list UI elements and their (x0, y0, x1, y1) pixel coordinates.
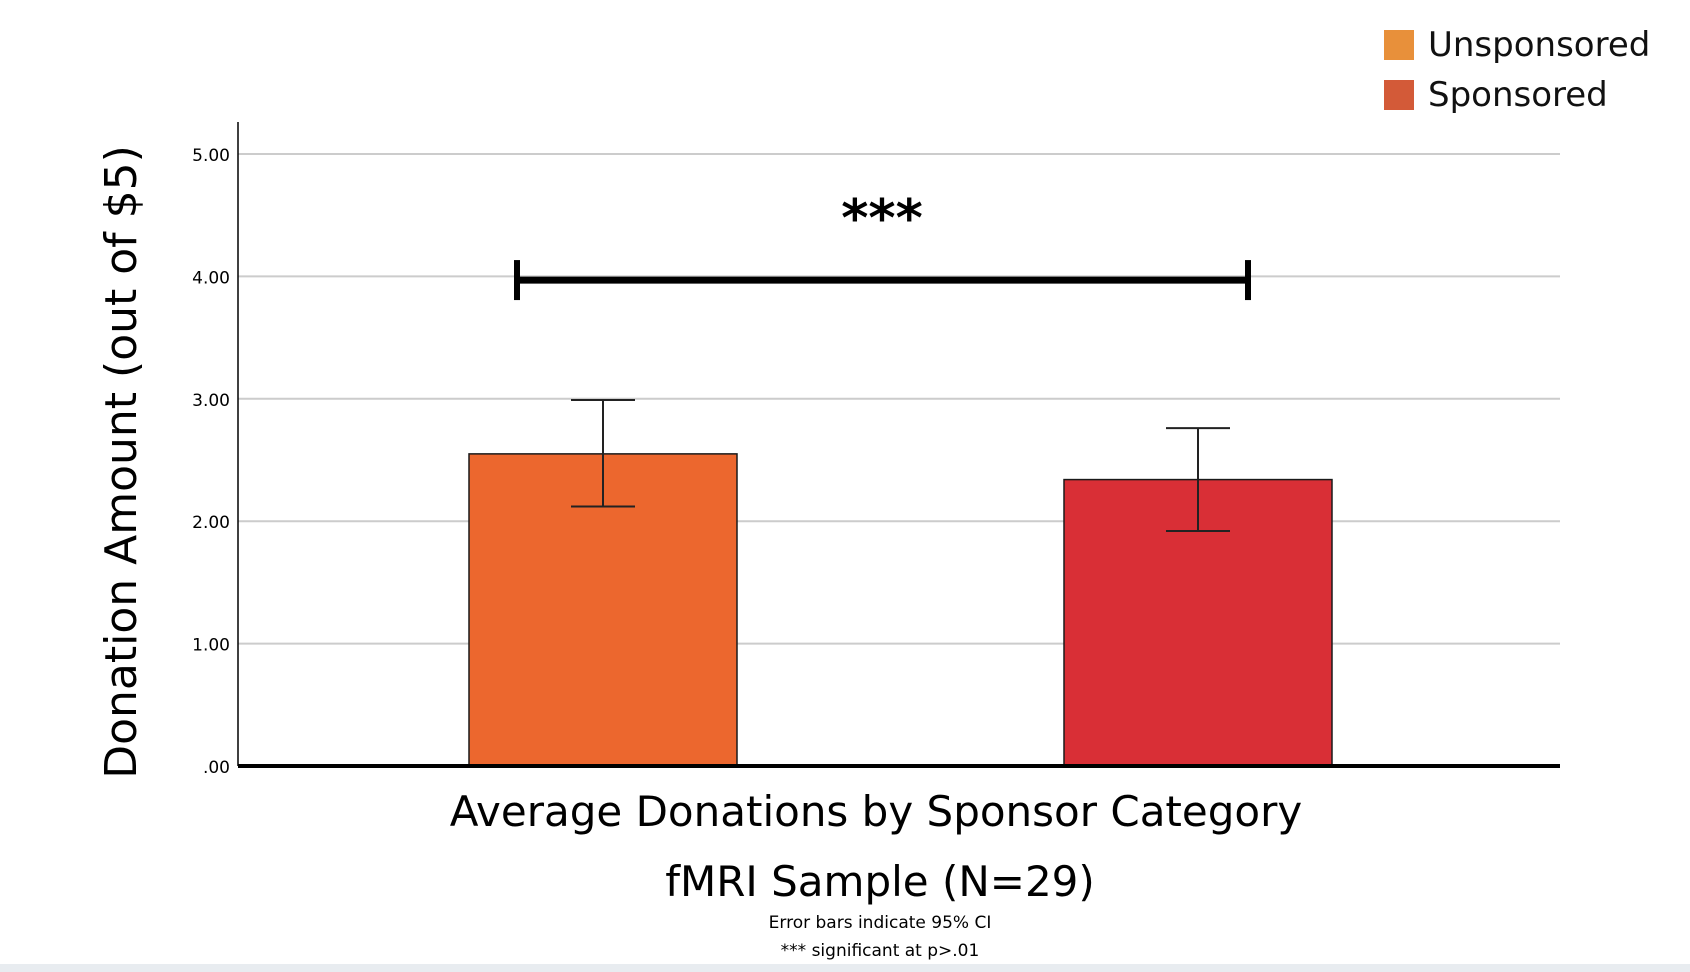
note-significance: *** significant at p>.01 (781, 941, 980, 961)
y-tick-label: 5.00 (192, 146, 230, 166)
note-error-bars: Error bars indicate 95% CI (769, 913, 992, 933)
y-tick-label: 4.00 (192, 268, 230, 288)
chart-title: Average Donations by Sponsor Category (450, 787, 1302, 836)
significance-bracket: *** (514, 189, 1251, 301)
bottom-strip (0, 964, 1690, 972)
y-axis-label: Donation Amount (out of $5) (96, 145, 147, 779)
legend-swatch-unsponsored (1384, 30, 1414, 60)
bars (468, 453, 1333, 767)
axes (237, 122, 1560, 768)
legend: Unsponsored Sponsored (1384, 20, 1650, 120)
y-tick-label: 2.00 (192, 513, 230, 533)
significance-label: *** (841, 189, 923, 249)
y-tick-label: 3.00 (192, 391, 230, 411)
y-tick-labels: .00 1.00 2.00 3.00 4.00 5.00 (192, 146, 230, 778)
error-bars (571, 399, 1230, 532)
legend-item-unsponsored: Unsponsored (1384, 20, 1650, 70)
legend-label-unsponsored: Unsponsored (1428, 25, 1651, 65)
legend-item-sponsored: Sponsored (1384, 70, 1650, 120)
bar-sponsored (1063, 478, 1333, 767)
grid-lines (238, 153, 1560, 645)
chart-subtitle: fMRI Sample (N=29) (665, 857, 1095, 906)
y-tick-label: .00 (203, 758, 230, 778)
legend-swatch-sponsored (1384, 80, 1414, 110)
y-tick-label: 1.00 (192, 636, 230, 656)
legend-label-sponsored: Sponsored (1428, 75, 1608, 115)
